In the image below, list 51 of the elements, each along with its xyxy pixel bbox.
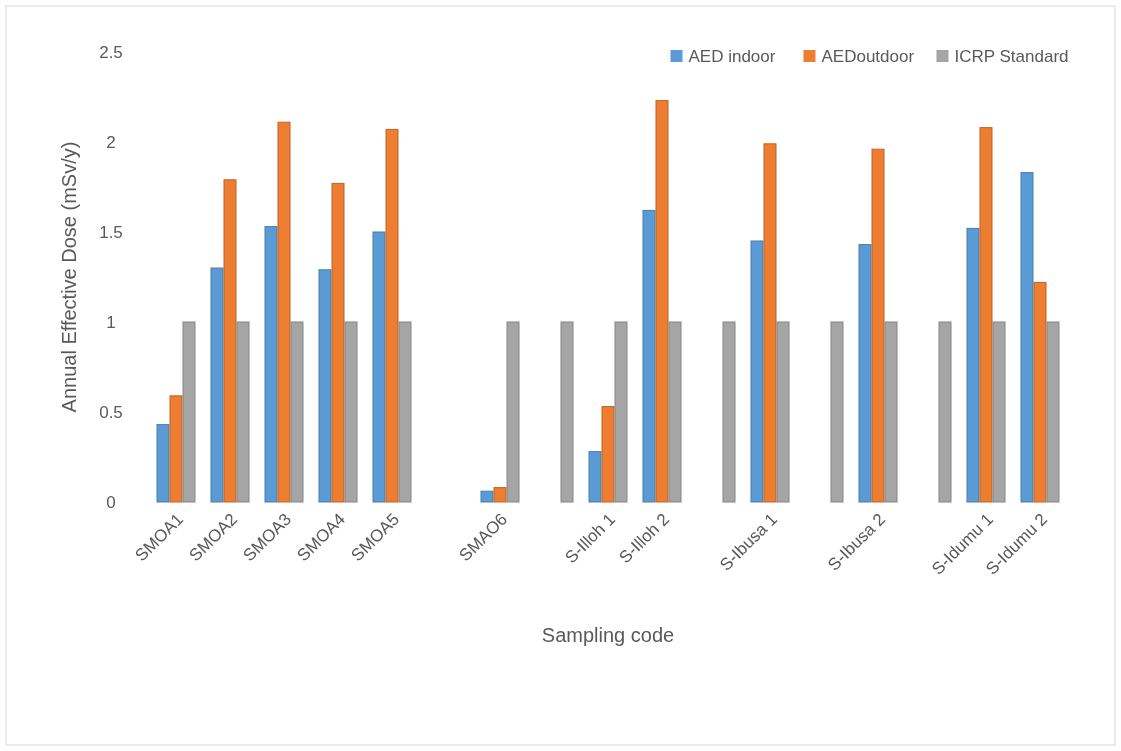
legend-label: AED indoor: [688, 46, 776, 66]
bar: [966, 227, 980, 503]
bar: [264, 226, 278, 503]
y-axis-title: Annual Effective Dose (mSv/y): [58, 141, 80, 413]
bar: [169, 395, 183, 503]
bar: [318, 269, 332, 503]
bar: [979, 127, 993, 503]
bar: [1033, 281, 1047, 503]
bar: [236, 321, 250, 503]
bar: [290, 321, 304, 503]
bar: [344, 321, 358, 503]
bar: [480, 490, 494, 503]
bar: [588, 451, 602, 503]
bar: [385, 128, 399, 503]
bar: [223, 179, 237, 503]
bar: [1020, 172, 1034, 503]
bar: [668, 321, 682, 503]
bar: [655, 100, 669, 503]
bar: [642, 209, 656, 503]
bar: [830, 321, 844, 503]
x-axis-title: Sampling code: [541, 624, 675, 646]
y-tick-label: 2.5: [99, 42, 123, 62]
bar: [871, 148, 885, 503]
bar: [398, 321, 412, 503]
y-tick-label: 0.5: [99, 402, 123, 422]
bar: [763, 143, 777, 503]
bar: [1046, 321, 1060, 503]
legend-label: AEDoutdoor: [821, 46, 915, 66]
legend-label: ICRP Standard: [954, 46, 1069, 66]
bar: [506, 321, 520, 503]
bar: [614, 321, 628, 503]
y-tick-label: 1.5: [99, 222, 123, 242]
bar: [750, 240, 764, 503]
bar: [776, 321, 790, 503]
y-tick-label: 2: [106, 132, 116, 152]
y-tick-label: 1: [106, 312, 116, 332]
bar: [992, 321, 1006, 503]
bar: [210, 267, 224, 503]
bar: [938, 321, 952, 503]
bar: [858, 244, 872, 503]
bar: [560, 321, 574, 503]
bar: [277, 121, 291, 503]
bar: [331, 182, 345, 503]
bar: [182, 321, 196, 503]
y-tick-label: 0: [106, 492, 116, 512]
bar: [722, 321, 736, 503]
bar: [884, 321, 898, 503]
bar: [156, 424, 170, 503]
bar: [493, 487, 507, 503]
bar: [601, 406, 615, 503]
bar: [372, 231, 386, 503]
